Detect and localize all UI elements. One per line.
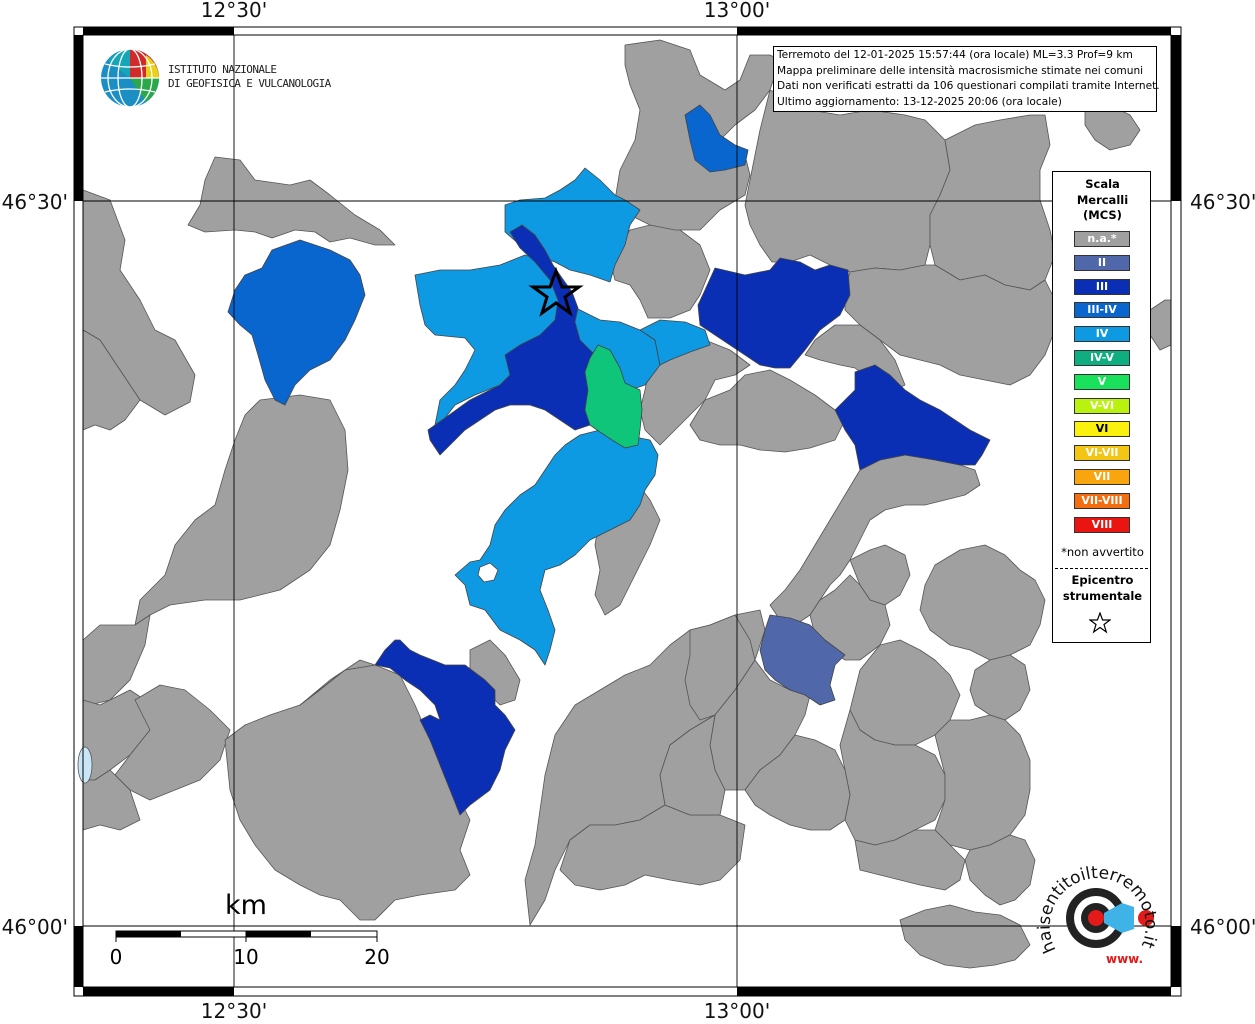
municipality xyxy=(134,394,349,626)
hsit-logo: haisentitoilterremoto.it www. xyxy=(1035,855,1166,975)
municipality-IV-V xyxy=(584,344,643,449)
legend-title: Scala Mercalli (MCS) xyxy=(1053,177,1152,224)
legend-note: *non avvertito xyxy=(1061,545,1144,559)
municipality-III-IV xyxy=(227,239,366,406)
municipality xyxy=(559,804,746,891)
legend-item: VI-VII xyxy=(1074,445,1130,462)
hsit-logo-graphic: haisentitoilterremoto.it www. xyxy=(1035,863,1161,966)
municipality-III-IV xyxy=(684,104,749,173)
municipality xyxy=(849,639,961,746)
legend-item: n.a.* xyxy=(1074,231,1130,247)
axis-label-right: 46°30' xyxy=(1190,190,1255,214)
municipalities-not-felt xyxy=(82,39,1172,969)
axis-label-left: 46°00' xyxy=(2,915,68,939)
epicentre-star-icon xyxy=(528,266,584,317)
axis-label-bottom: 13°00' xyxy=(704,999,770,1023)
municipality xyxy=(82,769,141,831)
scale-bar: km 0 10 20 xyxy=(110,890,390,969)
municipality xyxy=(854,829,966,891)
ingv-globe-icon xyxy=(101,48,159,108)
municipality xyxy=(769,454,981,626)
municipality xyxy=(82,329,141,431)
municipality-II xyxy=(759,614,846,706)
axis-label-top: 12°30' xyxy=(201,0,267,22)
legend-item: VII xyxy=(1074,469,1130,485)
scale-bar-tick: 20 xyxy=(364,945,389,969)
municipality xyxy=(744,734,851,831)
scale-bar-tick: 10 xyxy=(233,945,258,969)
municipality xyxy=(299,659,376,706)
municipality-III xyxy=(374,639,516,816)
legend-item: VI xyxy=(1074,421,1130,438)
municipality-III xyxy=(834,364,991,471)
axis-label-left: 46°30' xyxy=(2,190,68,214)
legend-title-line: Mercalli xyxy=(1076,192,1129,207)
ingv-name: ISTITUTO NAZIONALE DI GEOFISICA E VULCAN… xyxy=(168,63,331,90)
legend-item: III-IV xyxy=(1074,302,1130,319)
legend-item: III xyxy=(1074,278,1130,295)
event-info-box: Terremoto del 12-01-2025 15:57:44 (ora l… xyxy=(773,46,1160,112)
legend-item: V-VI xyxy=(1074,397,1130,414)
event-info-line: Terremoto del 12-01-2025 15:57:44 (ora l… xyxy=(777,49,1133,61)
legend-divider xyxy=(1055,568,1148,569)
municipality xyxy=(659,714,726,816)
municipality xyxy=(934,714,1031,851)
axis-label-top: 13°00' xyxy=(704,0,770,22)
legend-title-line: Scala xyxy=(1085,177,1120,191)
legend-item: VII-VIII xyxy=(1074,492,1130,509)
legend-item: IV xyxy=(1074,326,1130,343)
municipality xyxy=(114,684,231,801)
legend-item: IV-V xyxy=(1074,350,1130,366)
municipality-IV xyxy=(454,429,659,666)
municipality-III xyxy=(697,257,851,369)
mcs-legend: Scala Mercalli (MCS) n.a.* II III III-IV IV I… xyxy=(1052,171,1151,643)
legend-epicentre-line: Epicentro xyxy=(1071,573,1134,587)
ingv-name-line: ISTITUTO NAZIONALE xyxy=(168,63,277,76)
lake xyxy=(77,746,93,784)
legend-item: II xyxy=(1074,254,1130,271)
municipality-IV xyxy=(477,562,499,583)
municipality xyxy=(929,114,1056,291)
event-info-line: Ultimo aggiornamento: 13-12-2025 20:06 (… xyxy=(777,95,1062,108)
municipality xyxy=(689,369,846,453)
municipality xyxy=(899,904,1031,969)
hsit-logo-www: www. xyxy=(1106,952,1143,966)
ingv-name-line: DI GEOFISICA E VULCANOLOGIA xyxy=(168,76,331,90)
municipality xyxy=(919,544,1046,661)
event-info-line: Dati non verificati estratti da 106 ques… xyxy=(777,80,1160,92)
axis-label-bottom: 12°30' xyxy=(201,999,267,1023)
axis-label-right: 46°00' xyxy=(1190,915,1255,939)
graticule xyxy=(83,35,1171,987)
legend-title-line: (MCS) xyxy=(1083,208,1122,222)
legend-item: V xyxy=(1074,373,1130,390)
municipality xyxy=(964,834,1036,906)
scale-bar-tick: 0 xyxy=(110,945,123,969)
legend-epicentre-line: strumentale xyxy=(1062,589,1143,603)
legend-item: VIII xyxy=(1074,516,1130,533)
star-icon xyxy=(1089,612,1111,634)
event-info-line: Mappa preliminare delle intensità macros… xyxy=(777,64,1144,77)
scale-bar-unit: km xyxy=(225,890,267,921)
ingv-logo xyxy=(100,47,320,111)
municipality-IV xyxy=(639,319,711,366)
map-frame xyxy=(73,26,1182,997)
legend-epicentre: Epicentro strumentale xyxy=(1053,572,1152,604)
